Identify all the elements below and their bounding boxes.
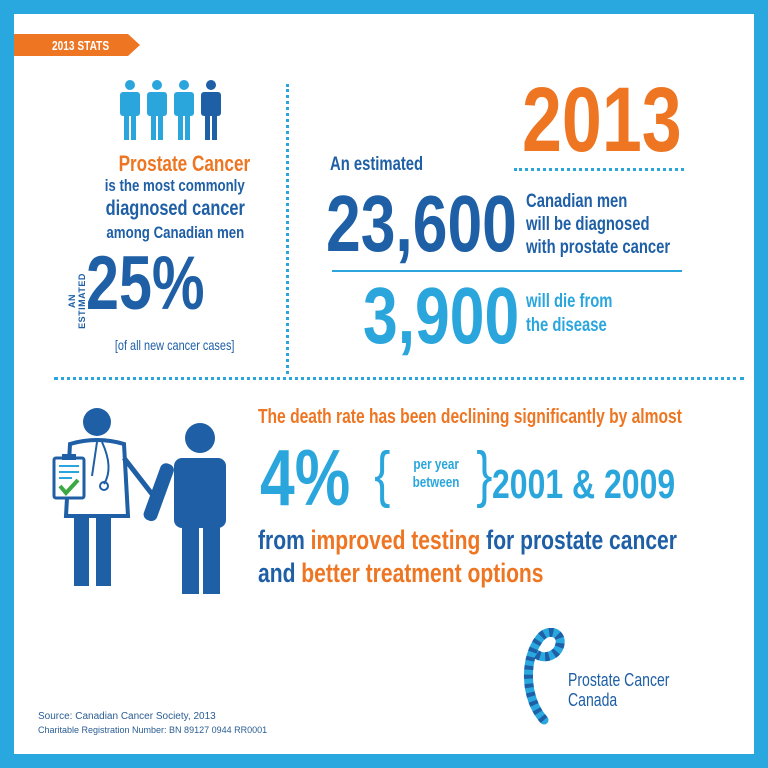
person-icon — [201, 80, 221, 140]
trend-line-1: from improved testing for prostate cance… — [258, 525, 677, 555]
person-icon — [147, 80, 167, 140]
registration-text: Charitable Registration Number: BN 89127… — [38, 725, 268, 735]
person-icon — [174, 80, 194, 140]
person-icon — [120, 80, 140, 140]
doctor-patient-illustration — [52, 408, 226, 594]
people-icons — [120, 80, 221, 140]
vertical-divider — [286, 84, 289, 374]
trend-line-2: and better treatment options — [258, 558, 544, 588]
infographic-card: 2013 STATS Prostate Cancer is the most c… — [14, 14, 754, 754]
year-value: 2013 — [522, 69, 682, 171]
trend-percent: 4% — [260, 433, 351, 522]
logo-text: Prostate Cancer Canada — [568, 670, 670, 710]
deaths-description: will die from the disease — [526, 291, 613, 336]
an-estimated-vertical-label: AN ESTIMATED — [67, 273, 87, 329]
left-note: [of all new cancer cases] — [115, 337, 235, 353]
left-line-1: is the most commonly — [104, 176, 245, 195]
ribbon-logo-icon — [524, 628, 565, 725]
deaths-number: 3,900 — [363, 271, 520, 360]
checkmark-icon — [58, 478, 80, 497]
diagnosed-description: Canadian men will be diagnosed with pros… — [526, 191, 671, 258]
left-brace: { — [374, 440, 391, 509]
stats-divider-line — [332, 270, 682, 272]
clipboard-icon — [52, 454, 86, 500]
an-estimated-label: An estimated — [330, 154, 424, 175]
prostate-cancer-headline: Prostate Cancer — [118, 151, 251, 176]
source-text: Source: Canadian Cancer Society, 2013 — [38, 711, 216, 722]
stats-tag-shape — [14, 34, 140, 56]
left-line-2: diagnosed cancer — [105, 197, 245, 220]
left-line-3: among Canadian men — [106, 223, 244, 242]
trend-years: 2001 & 2009 — [492, 461, 676, 507]
year-divider — [514, 168, 684, 171]
diagnosed-number: 23,600 — [326, 179, 517, 268]
per-year-between: per year between — [412, 456, 460, 491]
left-percent-value: 25% — [86, 241, 205, 326]
stats-tag-label: 2013 STATS — [52, 38, 110, 53]
horizontal-divider — [54, 377, 744, 380]
doctor-icon — [52, 408, 162, 586]
trend-headline: The death rate has been declining signif… — [258, 406, 682, 428]
right-brace: } — [476, 440, 493, 509]
patient-icon — [143, 423, 226, 594]
